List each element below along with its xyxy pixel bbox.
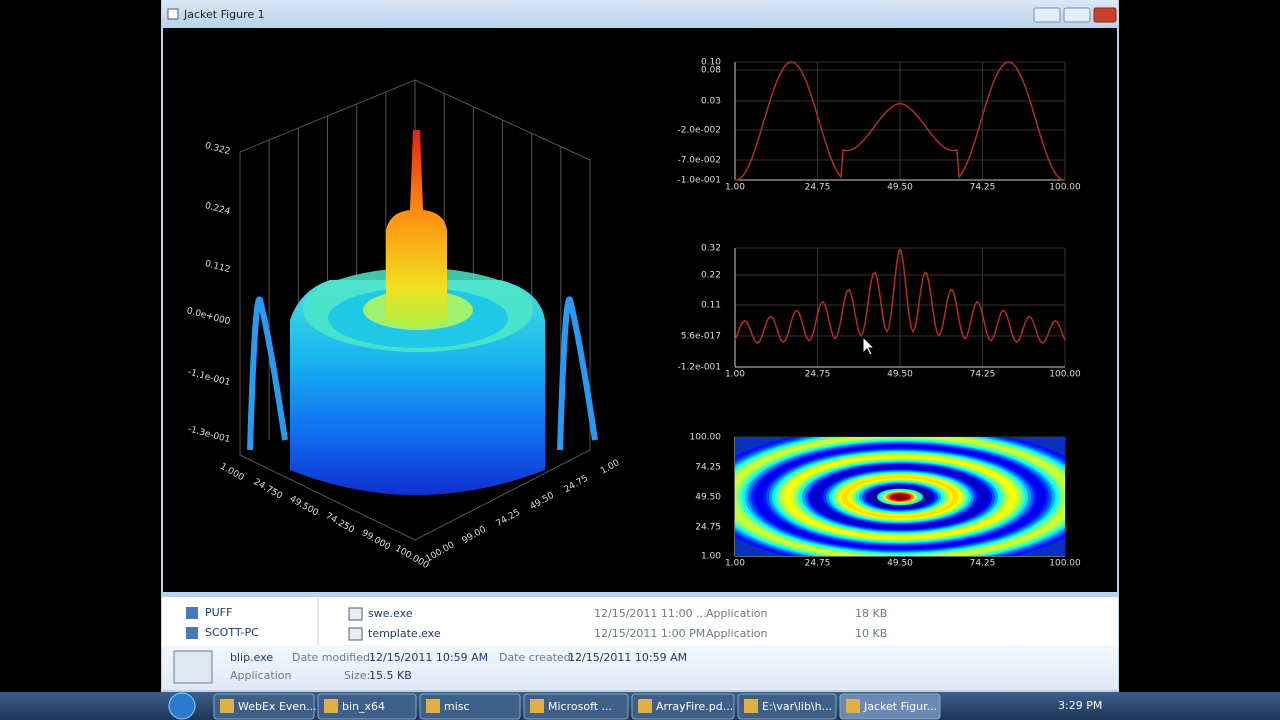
taskbar-label: Microsoft ...: [548, 700, 612, 713]
x-tick-label: 49.50: [887, 559, 913, 569]
nav-icon: [186, 607, 198, 619]
x-tick-label: 100.00: [1049, 370, 1081, 380]
x-tick-label: 100.00: [1049, 559, 1081, 569]
x-tick-label: 1.00: [725, 370, 745, 380]
details-type: Application: [230, 669, 291, 682]
details-modified: 12/15/2011 10:59 AM: [369, 651, 488, 664]
details-size: 15.5 KB: [369, 669, 412, 682]
file-name[interactable]: template.exe: [368, 627, 441, 640]
heatmap-image: [735, 437, 1065, 556]
file-type: Application: [706, 627, 767, 640]
details-size-label: Size:: [344, 669, 370, 682]
close-button[interactable]: [1093, 7, 1117, 23]
curve: [734, 61, 1066, 181]
x-tick-label: 24.75: [805, 370, 831, 380]
y-tick-label: 0.10: [701, 58, 721, 68]
file-modified: 12/15/2011 11:00 ...: [594, 607, 707, 620]
taskbar-label: E:\var\lib\h...: [762, 700, 832, 713]
taskbar-icon: [426, 699, 440, 713]
file-list: [162, 597, 1118, 645]
file-row-icon: [348, 627, 363, 641]
clock: 3:29 PM: [1058, 699, 1102, 712]
taskbar-icon: [846, 699, 860, 713]
nav-item[interactable]: PUFF: [205, 606, 232, 619]
details-created: 12/15/2011 10:59 AM: [568, 651, 687, 664]
x-tick-label: 1.00: [725, 183, 745, 193]
line-plot-1: 1.00 24.75 49.50 74.25 100.00 0.100.08 0.03 -2.…: [677, 58, 1081, 193]
x-tick-label: 1.00: [725, 559, 745, 569]
file-size: 10 KB: [855, 627, 887, 640]
file-row-icon: [348, 607, 363, 621]
y-tick-label: 74.25: [695, 463, 721, 473]
window-title: Jacket Figure 1: [183, 8, 265, 21]
surface-edge-wave: [557, 296, 598, 451]
y-tick-label: -1.0e-001: [677, 176, 721, 186]
y-tick-label: 0.22: [701, 271, 721, 281]
taskbar-icon: [744, 699, 758, 713]
taskbar-icon: [530, 699, 544, 713]
title-bar: [162, 0, 1118, 28]
y-tick-label: 5.6e-017: [681, 332, 721, 342]
taskbar-label: Jacket Figur...: [863, 700, 937, 713]
heatmap: 1.00 24.75 49.50 74.25 100.00 100.00 74.25 49.5…: [690, 433, 1082, 569]
x-tick-label: 74.25: [970, 559, 996, 569]
taskbar-button[interactable]: [317, 693, 417, 720]
minimize-button[interactable]: [1033, 7, 1061, 23]
file-icon: [173, 650, 213, 684]
taskbar-icon: [220, 699, 234, 713]
y-tick-label: 1.00: [701, 552, 721, 562]
mouse-cursor: [862, 335, 876, 356]
file-name[interactable]: swe.exe: [368, 607, 413, 620]
x-tick-label: 49.50: [887, 183, 913, 193]
surface-peak: [386, 130, 447, 326]
nav-item[interactable]: SCOTT-PC: [205, 626, 259, 639]
y-tick-label: -1.2e-001: [677, 363, 721, 373]
taskbar-button[interactable]: [213, 693, 315, 720]
curve: [734, 249, 1066, 344]
taskbar-label: bin_x64: [342, 700, 385, 713]
taskbar-label: ArrayFire.pd...: [656, 700, 733, 713]
x-tick-label: 100.00: [1049, 183, 1081, 193]
line-plot-2: 1.00 24.75 49.50 74.25 100.00 0.32 0.22 0.11 5.6…: [677, 244, 1081, 380]
taskbar-label: WebEx Even...: [238, 700, 317, 713]
file-modified: 12/15/2011 1:00 PM: [594, 627, 705, 640]
y-tick-label: 100.00: [690, 433, 722, 443]
window-icon: [167, 8, 179, 20]
y-tick-label: 0.08: [701, 66, 721, 76]
taskbar-button[interactable]: [839, 693, 941, 720]
x-tick-label: 49.50: [887, 370, 913, 380]
taskbar-icon: [638, 699, 652, 713]
taskbar-button[interactable]: [523, 693, 629, 720]
nav-icon: [186, 627, 198, 639]
y-tick-label: -7.0e-002: [677, 156, 721, 166]
details-modified-label: Date modified:: [292, 651, 374, 664]
y-tick-label: -2.0e-002: [677, 126, 721, 136]
taskbar-icon: [324, 699, 338, 713]
details-name: blip.exe: [230, 651, 273, 664]
taskbar-button[interactable]: [631, 693, 735, 720]
y-tick-label: 0.03: [701, 97, 721, 107]
taskbar-button[interactable]: [419, 693, 521, 720]
start-button[interactable]: [168, 692, 196, 720]
y-tick-label: 0.32: [701, 244, 721, 254]
details-pane: [162, 645, 1118, 690]
x-tick-label: 24.75: [805, 183, 831, 193]
details-created-label: Date created:: [499, 651, 574, 664]
y-tick-label: 49.50: [695, 493, 721, 503]
taskbar-label: misc: [444, 700, 470, 713]
file-type: Application: [706, 607, 767, 620]
y-tick-label: 24.75: [695, 523, 721, 533]
x-tick-label: 24.75: [805, 559, 831, 569]
file-size: 18 KB: [855, 607, 887, 620]
y-tick-label: 0.11: [701, 301, 721, 311]
maximize-button[interactable]: [1063, 7, 1091, 23]
taskbar-button[interactable]: [737, 693, 837, 720]
heatmap-ring: [898, 496, 902, 498]
x-tick-label: 74.25: [970, 183, 996, 193]
surface-edge-wave: [247, 296, 288, 451]
x-tick-label: 74.25: [970, 370, 996, 380]
